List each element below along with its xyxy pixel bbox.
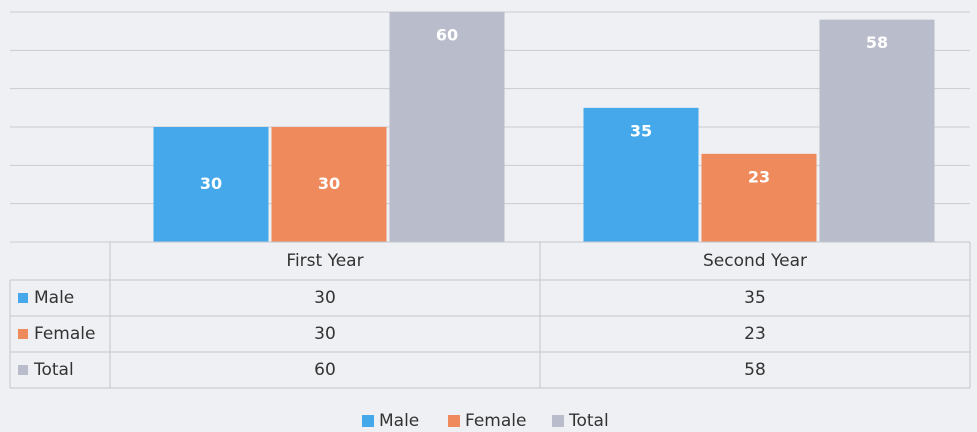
table-cell: 30 (314, 288, 336, 308)
table-row-label: Male (34, 288, 74, 308)
legend-key (18, 329, 28, 339)
bar (819, 19, 935, 242)
table-row-label: Total (33, 360, 74, 380)
table-cell: 23 (744, 324, 766, 344)
table-cell: 60 (314, 360, 336, 380)
bar (583, 107, 699, 242)
data-label: 23 (748, 167, 770, 186)
table-header: First Year (286, 251, 363, 271)
legend-key (552, 415, 564, 427)
bar (389, 12, 505, 242)
legend-key (362, 415, 374, 427)
bar (271, 127, 387, 242)
bar (153, 127, 269, 242)
data-label: 30 (318, 174, 340, 193)
table-cell: 35 (744, 288, 766, 308)
data-label: 58 (866, 33, 888, 52)
legend-key (448, 415, 460, 427)
legend-key (18, 365, 28, 375)
legend-key (18, 293, 28, 303)
bar (701, 153, 817, 242)
table-header: Second Year (703, 251, 807, 271)
data-label: 30 (200, 174, 222, 193)
data-label: 60 (436, 26, 458, 45)
legend-label: Total (568, 411, 609, 431)
table-cell: 30 (314, 324, 336, 344)
table-row-label: Female (34, 324, 95, 344)
legend-label: Male (379, 411, 419, 431)
legend-label: Female (465, 411, 526, 431)
table-cell: 58 (744, 360, 766, 380)
data-label: 35 (630, 121, 652, 140)
